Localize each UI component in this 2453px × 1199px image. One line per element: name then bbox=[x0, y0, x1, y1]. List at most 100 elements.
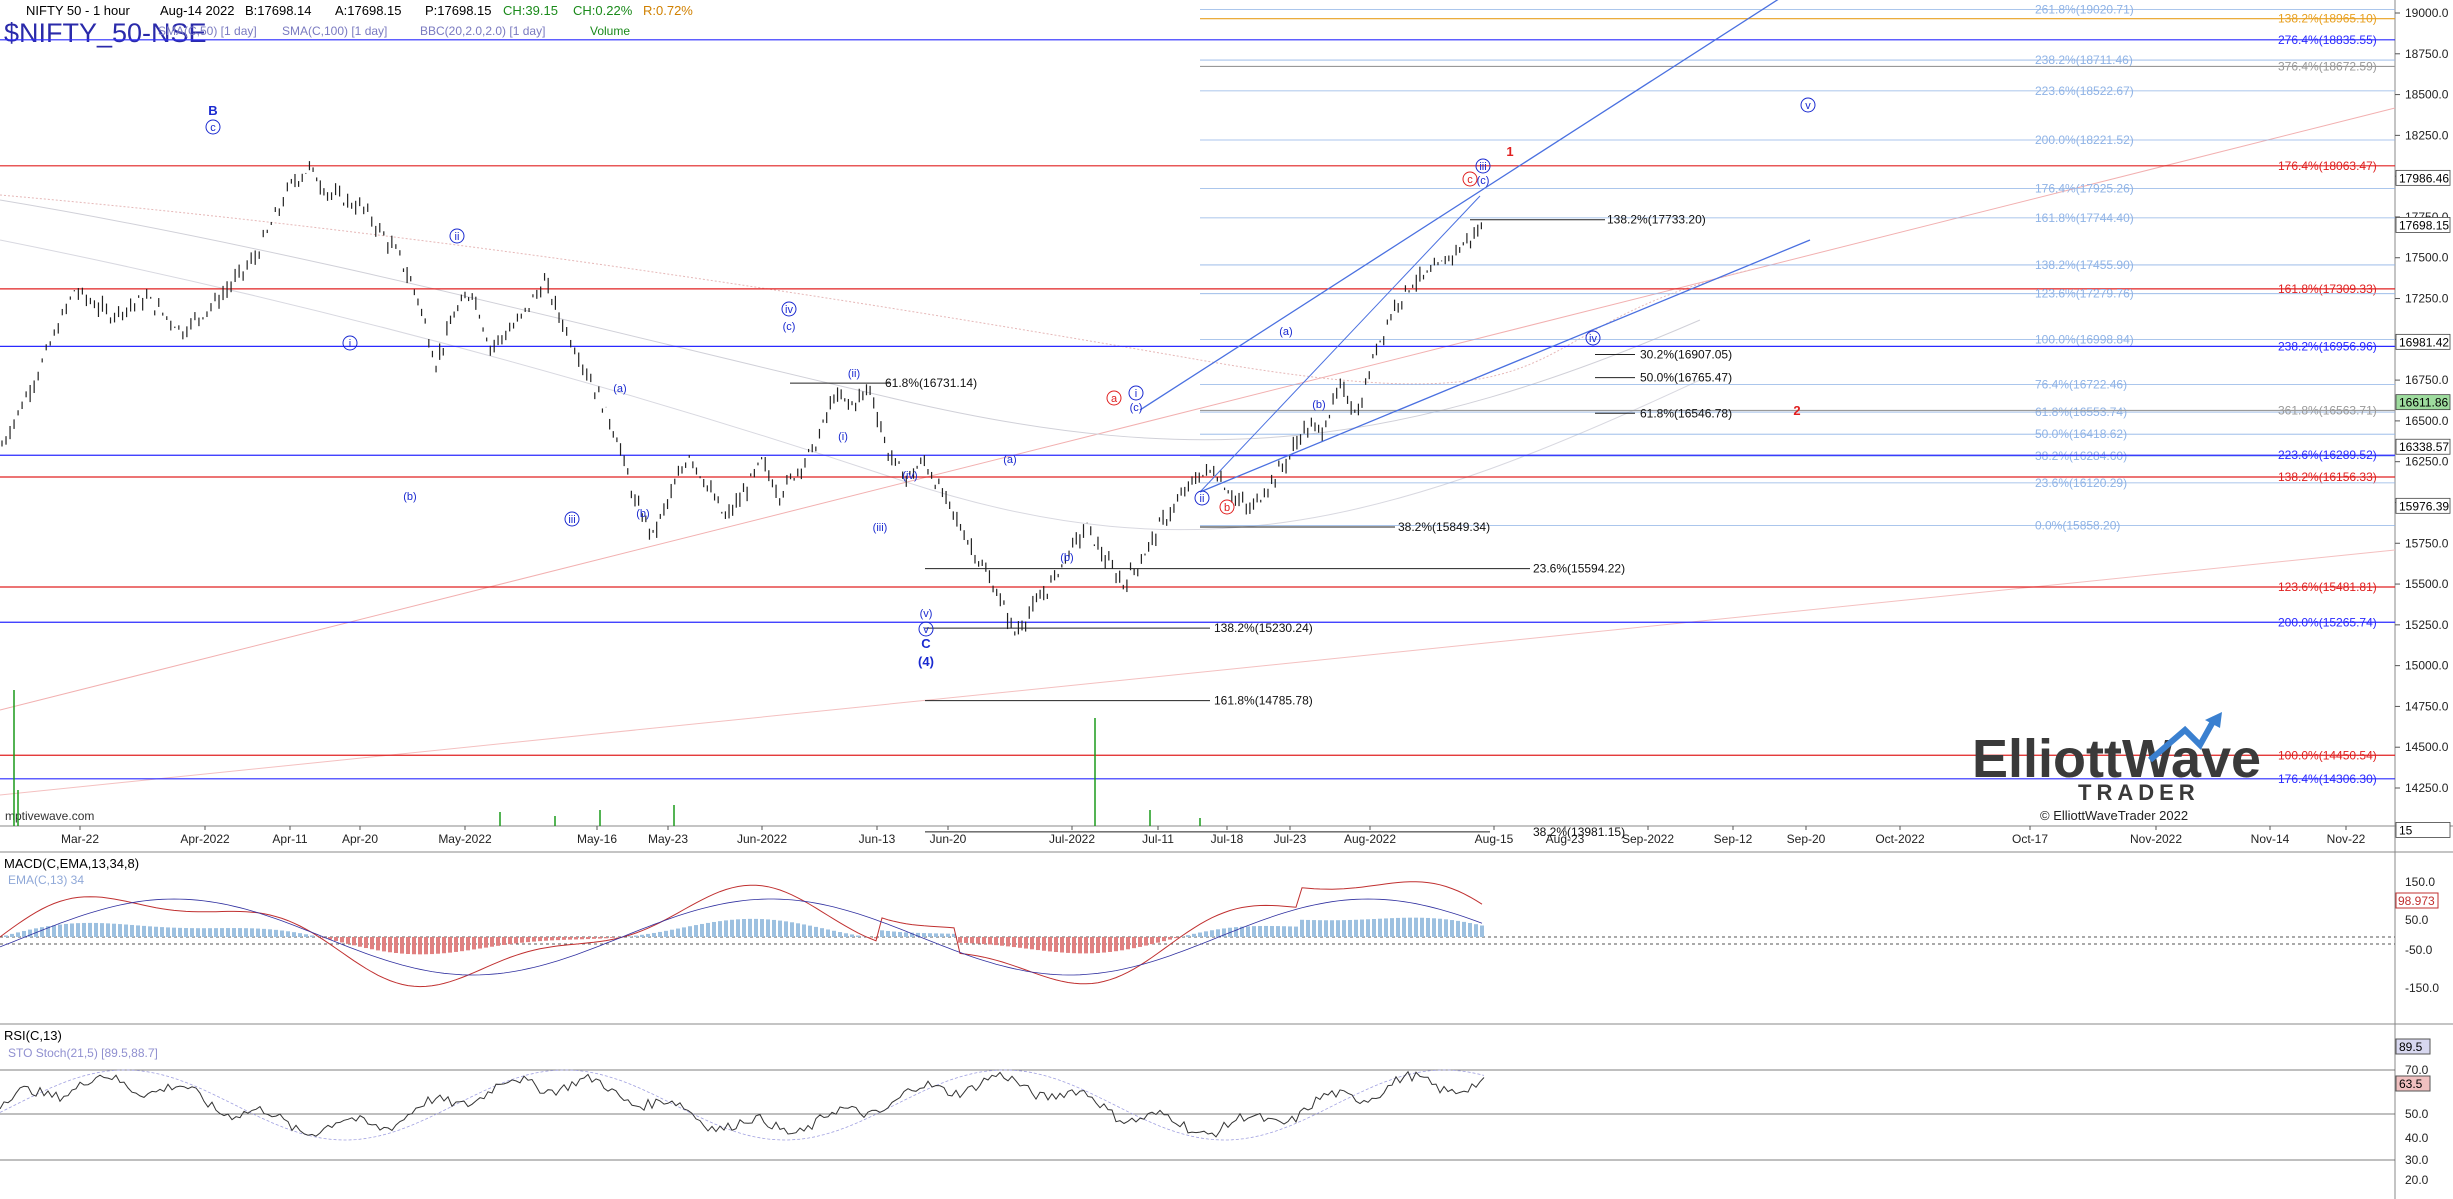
fib-label: 138.2%(18965.10) bbox=[2278, 12, 2377, 26]
indicator-1: SMA(C,50) [1 day] bbox=[158, 24, 257, 38]
wave-label: (a) bbox=[1003, 454, 1016, 466]
fib-label: 223.6%(16289.52) bbox=[2278, 448, 2377, 462]
x-tick-label: Jul-2022 bbox=[1049, 832, 1095, 846]
wave-label: (c) bbox=[1130, 402, 1143, 414]
wave-label: (b) bbox=[403, 491, 416, 503]
wave-circle bbox=[449, 228, 465, 244]
rsi-title: RSI(C,13) bbox=[4, 1028, 62, 1043]
wave-label: c bbox=[210, 122, 216, 134]
fib-label: 176.4%(18063.47) bbox=[2278, 159, 2377, 173]
inline-fib-label: 50.0%(16765.47) bbox=[1640, 371, 1732, 385]
y-tick-label: 16250.0 bbox=[2405, 455, 2449, 469]
price-tag bbox=[2395, 333, 2451, 350]
fib-label: 100.0%(14450.54) bbox=[2278, 748, 2377, 762]
x-tick-label: Jul-11 bbox=[1142, 832, 1174, 846]
wave-label: C bbox=[921, 636, 931, 651]
price-tag-label: 16338.57 bbox=[2399, 440, 2449, 454]
wave-label: (4) bbox=[918, 654, 934, 669]
rsi-sto-tag bbox=[2395, 1038, 2431, 1055]
rsi-value-tag bbox=[2395, 1075, 2431, 1092]
header-change: CH:39.15 bbox=[503, 3, 558, 18]
logo-text: ElliottWave bbox=[1972, 729, 2261, 789]
x-tick-label: Aug-23 bbox=[1546, 832, 1585, 846]
y-tick-label: 19000.0 bbox=[2405, 6, 2449, 20]
wave-label: iii bbox=[1479, 161, 1486, 173]
price-tag-label: 15 bbox=[2399, 823, 2413, 837]
logo-arrowhead-icon bbox=[2205, 712, 2222, 728]
indicator-3: BBC(20,2.0,2.0) [1 day] bbox=[420, 24, 545, 38]
fib-label: 123.6%(17279.76) bbox=[2035, 287, 2134, 301]
elliottwave-logo: ElliottWave TRADER © ElliottWaveTrader 2… bbox=[1972, 712, 2261, 823]
macd-subtitle: EMA(C,13) 34 bbox=[8, 873, 84, 887]
rsi-y-label: 70.0 bbox=[2405, 1063, 2429, 1077]
wave-label: (v) bbox=[920, 608, 933, 620]
wave-circle bbox=[1585, 330, 1601, 346]
wave-label: ii bbox=[1200, 493, 1205, 505]
fib-label: 238.2%(18711.46) bbox=[2035, 53, 2133, 67]
channel-lower bbox=[1199, 239, 1811, 493]
inline-fib-label: 61.8%(16731.14) bbox=[885, 376, 977, 390]
price-tag-label: 17986.46 bbox=[2399, 171, 2449, 185]
macd-y-label: 50.0 bbox=[2405, 913, 2429, 927]
watermark: mptivewave.com bbox=[5, 809, 94, 823]
inline-fib-label: 138.2%(17733.20) bbox=[1607, 213, 1706, 227]
wave-label: i bbox=[1135, 388, 1137, 400]
wave-label: (b) bbox=[1060, 552, 1073, 564]
y-tick-label: 17500.0 bbox=[2405, 251, 2449, 265]
price-tags: 17986.46 17698.15 16981.42 16611.86 16338.57… bbox=[2395, 169, 2451, 838]
bg-trendline bbox=[0, 549, 2396, 796]
y-tick-label: 17250.0 bbox=[2405, 292, 2449, 306]
price-tag bbox=[2395, 822, 2451, 838]
x-tick-label: Aug-15 bbox=[1475, 832, 1514, 846]
inline-fibs: 138.2%(17733.20) 30.2%(16907.05) 50.0%(167… bbox=[790, 213, 1732, 839]
macd-line bbox=[0, 881, 1483, 988]
y-tick-label: 15750.0 bbox=[2405, 536, 2449, 550]
inline-fib-label: 38.2%(15849.34) bbox=[1398, 520, 1490, 534]
rsi-y-label: 50.0 bbox=[2405, 1107, 2429, 1121]
wave-label: (c) bbox=[1477, 175, 1490, 187]
wave-labels: Bciii(a)(b)iii(b)iv(c)(i)(ii)(iii)(iv)(v… bbox=[205, 97, 1816, 669]
wave-circle bbox=[205, 119, 221, 135]
bb-lower bbox=[0, 239, 1701, 531]
macd-y-label: -150.0 bbox=[2405, 981, 2439, 995]
rsi-subtitle: STO Stoch(21,5) [89.5,88.7] bbox=[8, 1046, 158, 1060]
x-tick-label: Nov-2022 bbox=[2130, 832, 2182, 846]
macd-title: MACD(C,EMA,13,34,8) bbox=[4, 856, 139, 871]
fib-label: 176.4%(17925.26) bbox=[2035, 181, 2134, 195]
rsi-line bbox=[0, 1070, 1485, 1138]
price-tag bbox=[2395, 497, 2451, 514]
time-axis: Mar-22 Apr-2022 Apr-11 Apr-20 May-2022 May-16… bbox=[61, 826, 2366, 846]
y-tick-label: 14250.0 bbox=[2405, 781, 2449, 795]
wave-label: iii bbox=[568, 514, 575, 526]
y-tick-label: 14750.0 bbox=[2405, 699, 2449, 713]
macd-panel: MACD(C,EMA,13,34,8) EMA(C,13) 34 98.973 … bbox=[0, 856, 2439, 995]
wave-circle bbox=[1128, 385, 1144, 401]
rsi-y-label: 20.0 bbox=[2405, 1173, 2429, 1187]
inline-fib-label: 138.2%(15230.24) bbox=[1214, 621, 1313, 635]
channel-upper bbox=[1139, 0, 1779, 411]
inline-fib-label: 38.2%(13981.15) bbox=[1533, 825, 1625, 839]
rsi-y-label: 40.0 bbox=[2405, 1131, 2429, 1145]
indicator-2: SMA(C,100) [1 day] bbox=[282, 24, 387, 38]
wave-label: iv bbox=[785, 304, 793, 316]
rsi-y-label: 30.0 bbox=[2405, 1153, 2429, 1167]
price-panel bbox=[0, 0, 2395, 826]
macd-y-label: 150.0 bbox=[2405, 875, 2435, 889]
macd-value-tag bbox=[2395, 892, 2439, 909]
x-tick-label: May-23 bbox=[648, 832, 688, 846]
rsi-sto-value: 89.5 bbox=[2399, 1040, 2423, 1054]
inline-fib-label: 23.6%(15594.22) bbox=[1533, 562, 1625, 576]
wave-label: ii bbox=[455, 231, 460, 243]
chart-title: NIFTY 50 - 1 hour bbox=[26, 3, 130, 18]
fib-label: 238.2%(16956.96) bbox=[2278, 339, 2377, 353]
y-tick-label: 18500.0 bbox=[2405, 88, 2449, 102]
x-tick-label: Aug-2022 bbox=[1344, 832, 1396, 846]
logo-arrow-icon bbox=[2148, 716, 2218, 763]
wave-label: (ii) bbox=[848, 368, 860, 380]
fib-label: 23.6%(16120.29) bbox=[2035, 476, 2127, 490]
bg-trendline bbox=[0, 107, 2396, 711]
x-tick-label: Jun-20 bbox=[930, 832, 967, 846]
wave-label: 2 bbox=[1793, 403, 1800, 418]
y-tick-label: 14500.0 bbox=[2405, 740, 2449, 754]
wave-label: (a) bbox=[613, 383, 626, 395]
